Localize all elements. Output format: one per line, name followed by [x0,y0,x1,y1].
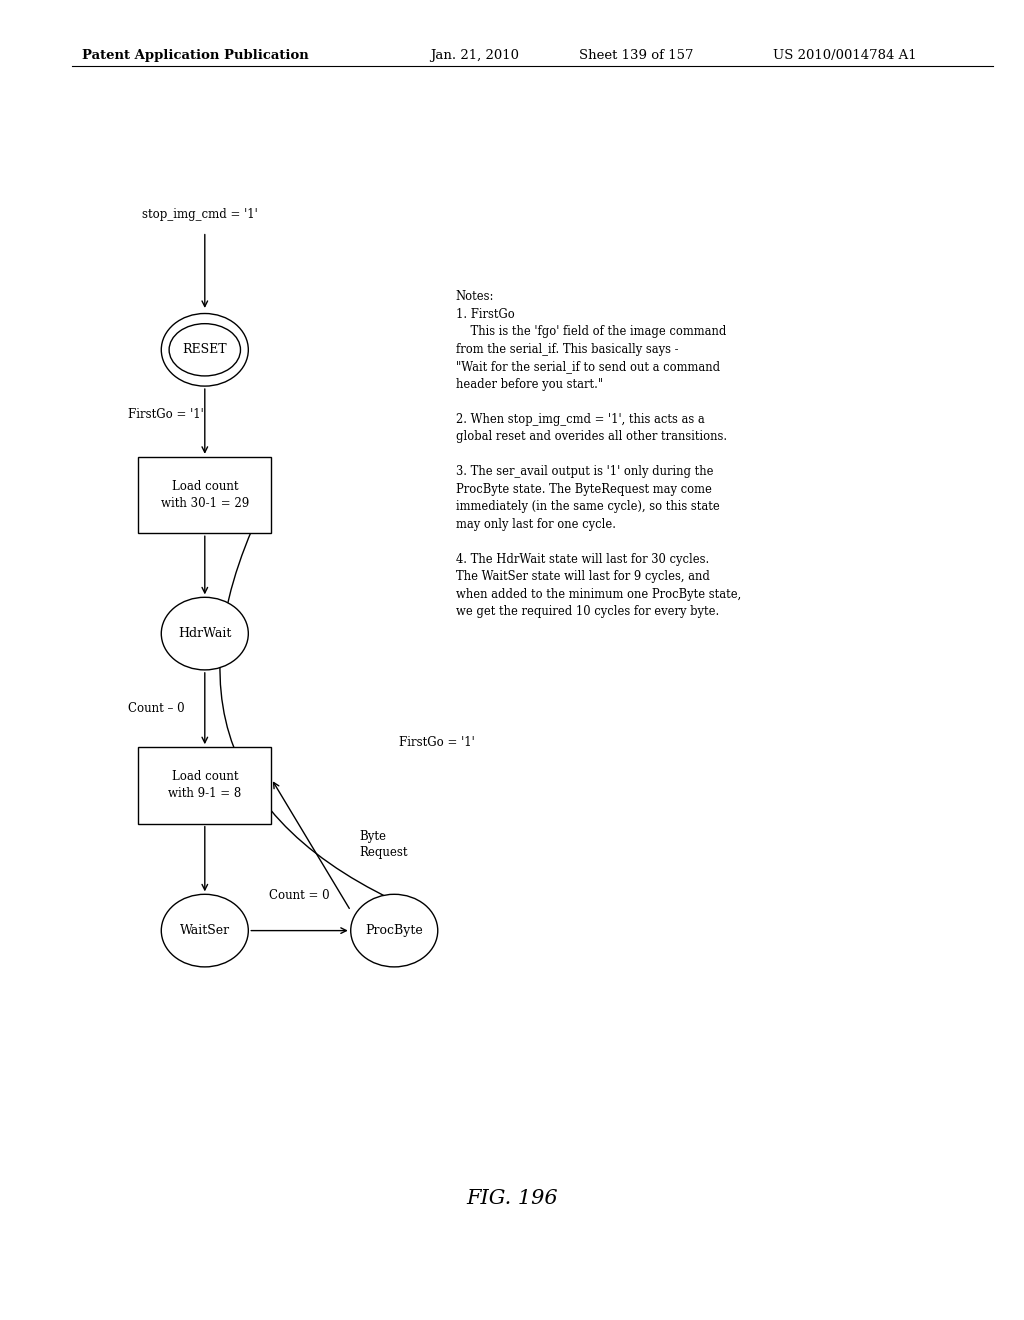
FancyArrowPatch shape [220,492,430,916]
Text: US 2010/0014784 A1: US 2010/0014784 A1 [773,49,916,62]
Text: stop_img_cmd = '1': stop_img_cmd = '1' [141,209,258,220]
FancyBboxPatch shape [138,457,271,533]
Text: Count – 0: Count – 0 [128,702,184,715]
Ellipse shape [350,895,438,966]
Text: Sheet 139 of 157: Sheet 139 of 157 [579,49,693,62]
Ellipse shape [162,597,249,671]
FancyBboxPatch shape [138,747,271,824]
Text: Jan. 21, 2010: Jan. 21, 2010 [430,49,519,62]
Ellipse shape [162,314,249,385]
Text: WaitSer: WaitSer [180,924,229,937]
Text: FirstGo = '1': FirstGo = '1' [399,737,475,748]
Text: Patent Application Publication: Patent Application Publication [82,49,308,62]
Text: Count = 0: Count = 0 [269,888,330,902]
Ellipse shape [162,895,249,966]
Text: ProcByte: ProcByte [366,924,423,937]
Text: Notes:
1. FirstGo
    This is the 'fgo' field of the image command
from the seri: Notes: 1. FirstGo This is the 'fgo' fiel… [456,290,741,618]
Text: HdrWait: HdrWait [178,627,231,640]
Text: RESET: RESET [182,343,227,356]
Text: Load count
with 30-1 = 29: Load count with 30-1 = 29 [161,480,249,510]
Text: FIG. 196: FIG. 196 [466,1189,558,1208]
Text: Byte
Request: Byte Request [359,830,408,859]
Text: FirstGo = '1': FirstGo = '1' [128,408,204,421]
Text: Load count
with 9-1 = 8: Load count with 9-1 = 8 [168,771,242,800]
